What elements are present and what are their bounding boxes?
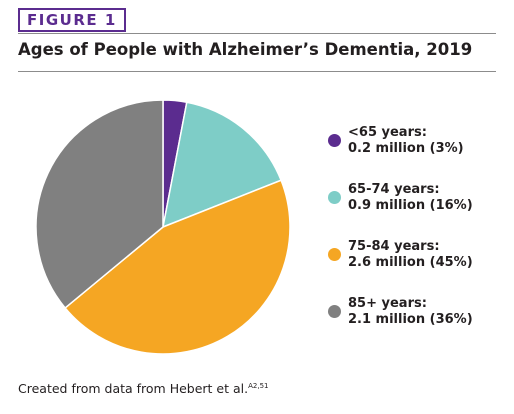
pie-slice-75-84 xyxy=(64,179,291,355)
figure-label: FIGURE 1 xyxy=(18,8,126,32)
legend-item-under-65: <65 years: 0.2 million (3%) xyxy=(328,125,498,182)
pie-slice-65-74 xyxy=(162,101,283,229)
legend-swatch-85-plus xyxy=(328,305,341,318)
legend-detail-65-74: 0.9 million (16%) xyxy=(348,198,473,213)
legend-label-65-74: 65-74 years: xyxy=(348,182,440,197)
legend-swatch-under-65 xyxy=(328,134,341,147)
legend-item-75-84: 75-84 years: 2.6 million (45%) xyxy=(328,239,498,296)
legend-label-85-plus: 85+ years: xyxy=(348,296,427,311)
legend-detail-85-plus: 2.1 million (36%) xyxy=(348,312,473,327)
legend-label-under-65: <65 years: xyxy=(348,125,427,140)
legend-item-85-plus: 85+ years: 2.1 million (36%) xyxy=(328,296,498,353)
source-reference: A2,51 xyxy=(248,382,269,390)
chart-title: Ages of People with Alzheimer’s Dementia… xyxy=(18,40,473,59)
title-rule xyxy=(18,71,496,72)
legend: <65 years: 0.2 million (3%) 65-74 years:… xyxy=(328,125,498,353)
pie-slice-85-plus xyxy=(35,99,164,310)
source-text: Created from data from Hebert et al. xyxy=(18,381,249,396)
legend-detail-under-65: 0.2 million (3%) xyxy=(348,141,464,156)
legend-swatch-75-84 xyxy=(328,248,341,261)
legend-detail-75-84: 2.6 million (45%) xyxy=(348,255,473,270)
legend-item-65-74: 65-74 years: 0.9 million (16%) xyxy=(328,182,498,239)
legend-swatch-65-74 xyxy=(328,191,341,204)
top-rule xyxy=(18,33,496,34)
source-note: Created from data from Hebert et al.A2,5… xyxy=(18,381,268,396)
legend-label-75-84: 75-84 years: xyxy=(348,239,440,254)
